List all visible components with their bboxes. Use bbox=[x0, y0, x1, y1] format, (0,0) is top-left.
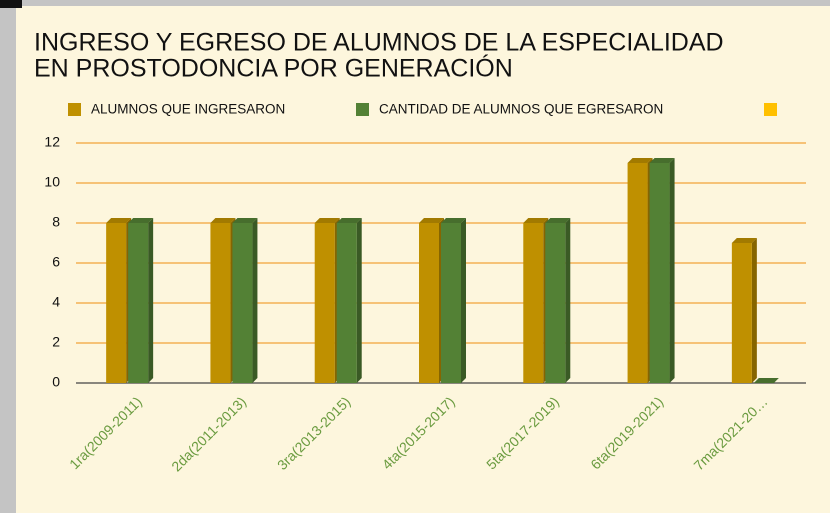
bar-top bbox=[106, 218, 132, 223]
bar-front bbox=[232, 223, 253, 383]
y-tick-label: 10 bbox=[44, 174, 60, 190]
corner-bar bbox=[0, 0, 22, 8]
bar bbox=[106, 218, 132, 383]
bar bbox=[523, 218, 549, 383]
bar-top bbox=[210, 218, 236, 223]
legend-swatch bbox=[764, 103, 777, 116]
bar-top bbox=[523, 218, 549, 223]
bar bbox=[336, 218, 362, 383]
bar-side bbox=[461, 218, 466, 383]
bar-front bbox=[545, 223, 566, 383]
bar-front bbox=[314, 223, 335, 383]
chart-title: INGRESO Y EGRESO DE ALUMNOS DE LA ESPECI… bbox=[34, 29, 724, 83]
bar bbox=[627, 158, 653, 383]
bar bbox=[753, 378, 779, 383]
y-tick-label: 2 bbox=[52, 334, 60, 350]
bar bbox=[314, 218, 340, 383]
bar bbox=[545, 218, 571, 383]
bar-side bbox=[148, 218, 154, 383]
bar-front bbox=[128, 223, 149, 383]
bar bbox=[649, 158, 675, 383]
bar bbox=[441, 218, 466, 383]
bar-side bbox=[669, 158, 675, 383]
bar-front bbox=[210, 223, 231, 383]
bar bbox=[731, 238, 757, 383]
bar-top bbox=[731, 238, 757, 243]
bar bbox=[210, 218, 236, 383]
bar-side bbox=[751, 238, 757, 383]
legend-label: CANTIDAD DE ALUMNOS QUE EGRESARON bbox=[379, 102, 663, 117]
bar-front bbox=[336, 223, 357, 383]
bar-top bbox=[545, 218, 571, 223]
bar-top bbox=[232, 218, 258, 223]
bar bbox=[419, 218, 444, 383]
bar-top bbox=[336, 218, 362, 223]
bar-top bbox=[419, 218, 444, 223]
bar-top bbox=[753, 378, 779, 383]
bar bbox=[232, 218, 258, 383]
y-tick-label: 12 bbox=[44, 134, 60, 150]
chart-title-line: EN PROSTODONCIA POR GENERACIÓN bbox=[34, 54, 513, 83]
bar-top bbox=[627, 158, 653, 163]
bar-front bbox=[649, 163, 670, 383]
bar bbox=[128, 218, 154, 383]
y-tick-label: 8 bbox=[52, 214, 60, 230]
bar-front bbox=[441, 223, 461, 383]
y-tick-label: 0 bbox=[52, 374, 60, 390]
legend-swatch bbox=[68, 103, 81, 116]
bar-front bbox=[419, 223, 439, 383]
bar-front bbox=[106, 223, 127, 383]
bar-side bbox=[565, 218, 571, 383]
y-tick-label: 4 bbox=[52, 294, 60, 310]
bar-side bbox=[252, 218, 258, 383]
bar-front bbox=[731, 243, 752, 383]
bar-front bbox=[627, 163, 648, 383]
bar-side bbox=[356, 218, 362, 383]
bar-front bbox=[523, 223, 544, 383]
y-tick-label: 6 bbox=[52, 254, 60, 270]
chart-title-line: INGRESO Y EGRESO DE ALUMNOS DE LA ESPECI… bbox=[34, 29, 724, 57]
legend-swatch bbox=[356, 103, 369, 116]
legend-label: ALUMNOS QUE INGRESARON bbox=[91, 102, 285, 117]
bar-top bbox=[441, 218, 466, 223]
bar-top bbox=[649, 158, 675, 163]
bar-top bbox=[314, 218, 340, 223]
bar-top bbox=[128, 218, 154, 223]
